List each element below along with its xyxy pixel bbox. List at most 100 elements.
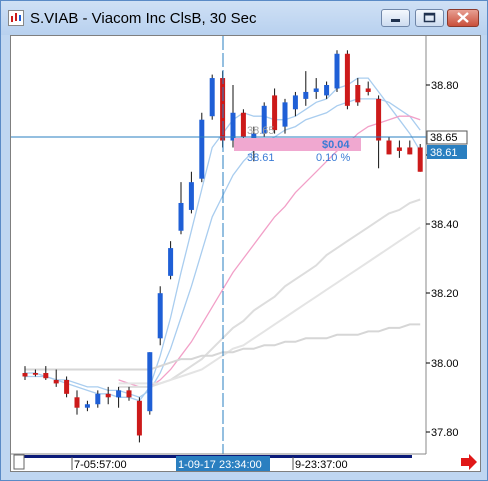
measure-value-1: 38.65 bbox=[247, 125, 275, 137]
candle-body bbox=[147, 352, 153, 412]
y-tick-label: 38.20 bbox=[431, 288, 459, 300]
candle bbox=[116, 386, 122, 408]
time-scroll-handle[interactable] bbox=[13, 454, 25, 470]
candle bbox=[324, 81, 330, 99]
candle-body bbox=[292, 95, 298, 110]
candle bbox=[261, 102, 267, 138]
candle-body bbox=[22, 373, 28, 377]
candle-body bbox=[43, 373, 49, 379]
candle bbox=[344, 50, 350, 110]
candle-body bbox=[188, 182, 194, 210]
measure-percent: 0.10 % bbox=[316, 152, 350, 164]
time-axis: 7-05:57:00 1-09-17 23:34:00 9-23:37:00 bbox=[11, 453, 480, 471]
candle bbox=[168, 241, 174, 280]
candle bbox=[282, 98, 288, 134]
candle-body bbox=[199, 119, 205, 179]
y-tick-label: 38.80 bbox=[431, 80, 459, 92]
candle-body bbox=[303, 91, 309, 99]
chart-area[interactable]: 38.65 $0.04 38.61 0.10 % 38.80 38.40 38.… bbox=[10, 35, 481, 472]
candle-body bbox=[386, 140, 392, 155]
time-tick-label: 9-23:37:00 bbox=[295, 459, 348, 471]
candle bbox=[64, 376, 70, 398]
candle-body bbox=[105, 393, 111, 398]
time-tick-label: 7-05:57:00 bbox=[74, 459, 127, 471]
candle bbox=[74, 390, 80, 415]
candle-body bbox=[136, 400, 142, 436]
candle-body bbox=[168, 248, 174, 276]
candle bbox=[292, 91, 298, 117]
candle bbox=[32, 369, 38, 377]
candle-body bbox=[407, 147, 413, 155]
candle-body bbox=[334, 53, 340, 89]
candle bbox=[313, 78, 319, 99]
candle bbox=[272, 88, 278, 134]
window-title: S.VIAB - Viacom Inc ClsB, 30 Sec bbox=[30, 10, 257, 27]
svg-text:38.61: 38.61 bbox=[430, 147, 458, 159]
candle bbox=[209, 74, 215, 120]
crosshair bbox=[11, 36, 426, 454]
candle bbox=[126, 386, 132, 401]
candle-body bbox=[417, 147, 423, 172]
candle bbox=[365, 81, 371, 96]
last-price-label: 38.61 bbox=[427, 145, 467, 159]
candle bbox=[136, 397, 142, 443]
candle bbox=[386, 137, 392, 155]
candle-body bbox=[313, 88, 319, 92]
candle bbox=[355, 78, 361, 106]
candle-body bbox=[74, 397, 80, 408]
measure-change: $0.04 bbox=[322, 139, 350, 151]
moving-averages bbox=[25, 77, 421, 402]
moving-average-line bbox=[118, 198, 421, 388]
maximize-button[interactable] bbox=[415, 9, 444, 27]
candle-body bbox=[396, 147, 402, 151]
app-chart-icon bbox=[8, 10, 24, 26]
y-tick-label: 38.00 bbox=[431, 358, 459, 370]
candle-body bbox=[365, 88, 371, 92]
candle bbox=[53, 369, 59, 387]
candle-body bbox=[344, 53, 350, 106]
candle-body bbox=[32, 373, 38, 375]
candle-body bbox=[261, 105, 267, 134]
candle bbox=[407, 140, 413, 155]
minimize-button[interactable] bbox=[381, 9, 410, 27]
minimize-icon bbox=[391, 19, 400, 22]
candle bbox=[84, 400, 90, 412]
candle bbox=[147, 352, 153, 415]
maximize-icon bbox=[423, 12, 436, 23]
candle-body bbox=[272, 95, 278, 131]
candle-body bbox=[84, 404, 90, 408]
candle bbox=[417, 143, 423, 172]
candle bbox=[178, 182, 184, 235]
moving-average-line bbox=[118, 226, 421, 385]
candle bbox=[199, 112, 205, 183]
candle bbox=[303, 71, 309, 106]
candle bbox=[43, 366, 49, 380]
candle-body bbox=[64, 379, 70, 394]
title-bar[interactable]: S.VIAB - Viacom Inc ClsB, 30 Sec bbox=[1, 1, 487, 35]
price-chart[interactable]: 38.65 $0.04 38.61 0.10 % 38.80 38.40 38.… bbox=[11, 36, 480, 471]
close-button[interactable] bbox=[447, 9, 479, 27]
y-tick-label: 38.40 bbox=[431, 219, 459, 231]
measure-value-2: 38.61 bbox=[247, 152, 275, 164]
candle-body bbox=[95, 393, 101, 405]
candle-body bbox=[53, 379, 59, 384]
candle bbox=[95, 390, 101, 408]
candle bbox=[376, 95, 382, 169]
candle bbox=[105, 386, 111, 405]
crosshair-price-label: 38.65 bbox=[426, 130, 468, 145]
candle bbox=[334, 50, 340, 92]
candle bbox=[396, 140, 402, 158]
svg-text:38.65: 38.65 bbox=[430, 132, 458, 144]
measure-box: 38.65 $0.04 38.61 0.10 % bbox=[234, 125, 361, 164]
y-tick-label: 37.80 bbox=[431, 427, 459, 439]
scroll-right-arrow-icon[interactable] bbox=[461, 454, 477, 470]
candle-body bbox=[116, 390, 122, 398]
crosshair-time-label: 1-09-17 23:34:00 bbox=[178, 459, 262, 471]
candle-body bbox=[230, 112, 236, 141]
candle-body bbox=[355, 85, 361, 103]
close-icon bbox=[457, 12, 469, 23]
candle bbox=[157, 286, 163, 346]
candle-body bbox=[282, 102, 288, 127]
candle-body bbox=[157, 293, 163, 339]
